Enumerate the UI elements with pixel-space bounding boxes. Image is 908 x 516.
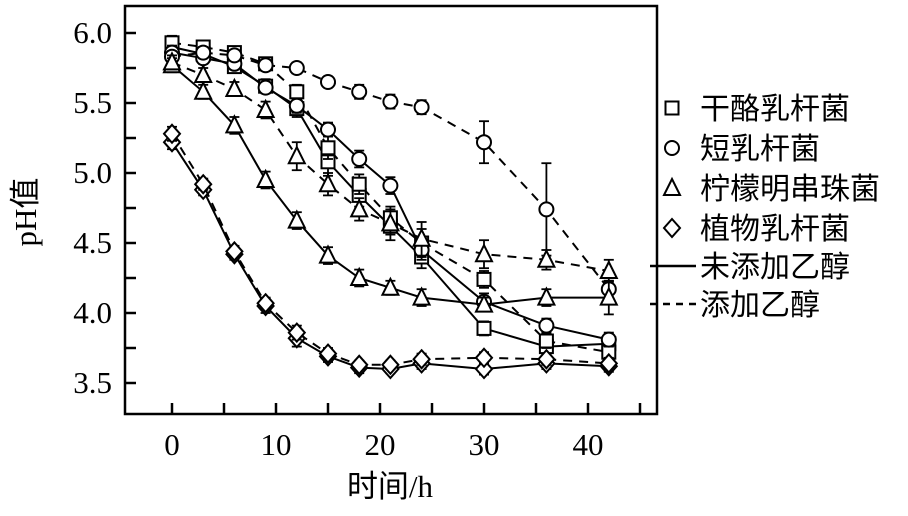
- series-plantarum-ethanol-diamond-marker: [412, 348, 431, 370]
- series-citreum-no-ethanol-triangle-marker: [599, 286, 619, 306]
- x-tick-label: 10: [261, 427, 292, 462]
- series-plantarum-ethanol-diamond-marker: [193, 173, 213, 195]
- series-citreum-ethanol-triangle-marker: [193, 63, 213, 83]
- legend-label-solid-line: 未添加乙醇: [700, 251, 850, 284]
- series-brevis-ethanol-circle-marker: [320, 74, 336, 90]
- series-plantarum-ethanol-diamond-marker: [381, 354, 400, 376]
- series-plantarum-ethanol-diamond-marker: [162, 123, 182, 145]
- series-citreum-ethanol-triangle-marker: [318, 172, 338, 193]
- y-tick-label: 4.5: [73, 225, 112, 260]
- series-citreum-no-ethanol-triangle-marker: [380, 276, 401, 296]
- series-plantarum-ethanol-diamond-marker: [599, 352, 619, 374]
- series-brevis-ethanol-circle-marker: [226, 47, 243, 64]
- series-citreum-ethanol-triangle-marker: [255, 98, 276, 118]
- y-axis-title: pH值: [8, 178, 43, 247]
- series-citreum-ethanol-triangle-marker: [349, 198, 369, 218]
- legend-label-diamond: 植物乳杆菌: [700, 213, 850, 246]
- x-tick-label: 20: [365, 427, 396, 462]
- series-citreum-no-ethanol-triangle-marker: [255, 168, 276, 188]
- series-brevis-no-ethanol-circle-marker: [382, 177, 399, 194]
- series-line-citreum-no-ethanol: [171, 64, 609, 306]
- series-plantarum-no-ethanol-diamond-marker: [474, 358, 494, 380]
- series-casei-ethanol-square-marker: [538, 333, 554, 349]
- series-line-citreum-ethanol: [171, 61, 609, 272]
- series-brevis-ethanol-circle-marker: [351, 83, 368, 100]
- y-tick-label: 6.0: [73, 15, 112, 50]
- legend-square-marker: [664, 100, 680, 116]
- series-brevis-ethanol-circle-marker: [195, 44, 212, 61]
- x-tick-label: 0: [164, 427, 180, 462]
- series-brevis-ethanol-circle-marker: [257, 57, 274, 74]
- series-plantarum-ethanol-diamond-marker: [256, 292, 275, 314]
- series-brevis-no-ethanol-circle-marker: [320, 121, 336, 138]
- series-citreum-no-ethanol-triangle-marker: [474, 293, 494, 313]
- series-citreum-no-ethanol-triangle-marker: [411, 286, 432, 306]
- series-line-plantarum-no-ethanol: [171, 141, 609, 371]
- series-plantarum-ethanol-diamond-marker: [318, 343, 338, 365]
- y-tick-label: 4.0: [73, 295, 112, 330]
- series-casei-ethanol-square-marker: [476, 271, 492, 287]
- series-brevis-ethanol-circle-marker: [538, 201, 555, 218]
- series-brevis-no-ethanol-circle-marker: [257, 79, 274, 96]
- series-plantarum-ethanol-diamond-marker: [287, 322, 307, 344]
- y-tick-label: 5.5: [73, 85, 112, 120]
- series-casei-ethanol-square-marker: [320, 140, 336, 156]
- series-casei-ethanol-square-marker: [289, 84, 305, 100]
- x-tick-label: 30: [469, 427, 500, 462]
- series-citreum-ethanol-triangle-marker: [162, 51, 182, 71]
- series-citreum-no-ethanol-triangle-marker: [224, 114, 245, 134]
- series-plantarum-ethanol-diamond-marker: [474, 347, 494, 369]
- series-line-brevis-ethanol: [171, 51, 610, 290]
- series-brevis-no-ethanol-circle-marker: [351, 151, 368, 167]
- y-tick-label: 3.5: [73, 365, 112, 400]
- series-citreum-no-ethanol-triangle-marker: [536, 286, 557, 306]
- series-citreum-no-ethanol-triangle-marker: [318, 244, 338, 264]
- series-brevis-no-ethanol-circle-marker: [600, 331, 617, 348]
- series-brevis-no-ethanol-circle-marker: [538, 317, 555, 334]
- series-citreum-no-ethanol-triangle-marker: [349, 266, 369, 286]
- series-citreum-ethanol-triangle-marker: [224, 77, 245, 97]
- series-brevis-ethanol-circle-marker: [476, 134, 492, 151]
- plot-frame: [123, 4, 659, 416]
- series-citreum-ethanol-triangle-marker: [474, 242, 494, 263]
- series-citreum-ethanol-triangle-marker: [599, 259, 619, 279]
- series-citreum-ethanol-triangle-marker: [411, 227, 432, 247]
- legend-label-circle: 短乳杆菌: [700, 133, 820, 166]
- series-citreum-ethanol-triangle-marker: [287, 144, 307, 165]
- series-line-casei-ethanol: [171, 41, 609, 354]
- x-tick-label: 40: [573, 427, 604, 462]
- series-citreum-no-ethanol-triangle-marker: [193, 80, 213, 100]
- series-plantarum-ethanol-diamond-marker: [225, 240, 244, 262]
- y-tick-label: 5.0: [73, 155, 112, 190]
- legend-label-dashed-line: 添加乙醇: [700, 289, 820, 322]
- series-brevis-ethanol-circle-marker: [288, 60, 305, 76]
- series-plantarum-ethanol-diamond-marker: [349, 354, 369, 376]
- series-citreum-ethanol-triangle-marker: [536, 248, 557, 268]
- legend-diamond-marker: [662, 217, 682, 239]
- series-brevis-no-ethanol-circle-marker: [288, 97, 305, 114]
- series-line-plantarum-ethanol: [171, 133, 609, 366]
- legend-label-square: 干酪乳杆菌: [700, 93, 850, 126]
- series-brevis-ethanol-circle-marker: [382, 93, 399, 110]
- series-brevis-ethanol-circle-marker: [413, 99, 430, 116]
- legend-triangle-marker: [662, 176, 682, 196]
- series-casei-ethanol-square-marker: [351, 176, 367, 192]
- series-citreum-no-ethanol-triangle-marker: [287, 209, 307, 229]
- series-casei-no-ethanol-square-marker: [476, 320, 492, 336]
- legend-circle-marker: [664, 140, 680, 156]
- x-axis-title: 时间/h: [347, 469, 434, 504]
- series-plantarum-ethanol-diamond-marker: [537, 348, 556, 370]
- series-citreum-ethanol-triangle-marker: [380, 212, 401, 232]
- legend-label-triangle: 柠檬明串珠菌: [700, 173, 880, 206]
